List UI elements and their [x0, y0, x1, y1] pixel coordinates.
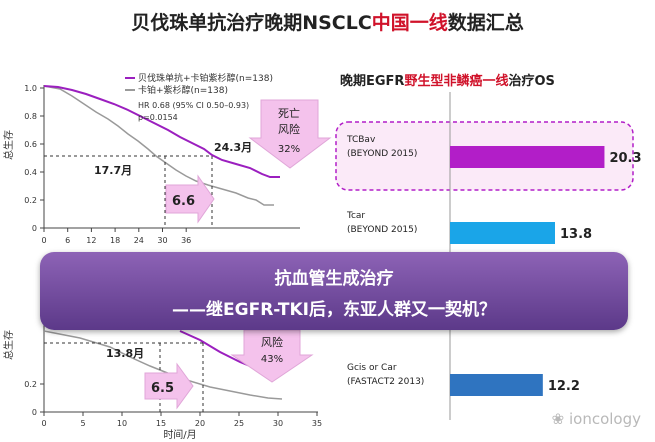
control-curve: [43, 85, 274, 206]
x-tick-label: 25: [234, 419, 244, 428]
p-value: p=0.0154: [138, 113, 178, 122]
x-tick-label: 5: [80, 419, 85, 428]
banner-line2: ——继EGFR-TKI后，东亚人群又一契机？: [172, 300, 496, 320]
y-tick-label: 0.6: [24, 140, 37, 149]
banner-line1: 抗血管生成治疗: [274, 269, 394, 289]
y-tick-label: 1.0: [24, 84, 37, 93]
risk-bottom-line1: 风险: [261, 335, 283, 349]
x-tick-label: 15: [156, 419, 166, 428]
x-tick-label: 20: [195, 419, 205, 428]
x-axis-label-bottom: 时间/月: [163, 428, 196, 441]
bar-0: [450, 146, 605, 168]
legend-treatment: 贝伐珠单抗+卡铂紫杉醇(n=138): [138, 72, 273, 84]
bar-category-line2: (BEYOND 2015): [347, 225, 417, 235]
gain-label: 6.6: [172, 194, 195, 209]
km-bottom-chart: 0 0.2 0 5 10 15 20 25 30 35 总生存 时间/月 13.8月 6.5 风…: [2, 325, 322, 441]
y-axis-label-bottom: 总生存: [2, 330, 15, 360]
bar-category-line1: Gcis or Car: [347, 363, 397, 373]
risk-line3: 32%: [278, 144, 300, 155]
x-tick-label: 0: [41, 236, 46, 245]
y-tick-label: 0.2: [24, 380, 37, 389]
bar-value-label: 13.8: [560, 227, 592, 242]
y-tick-label: 0.4: [24, 168, 37, 177]
x-tick-label: 30: [273, 419, 283, 428]
x-tick-label: 36: [181, 236, 191, 245]
bar-category-line2: (BEYOND 2015): [347, 149, 417, 159]
km-top-chart: 0 0.2 0.4 0.6 0.8 1.0 0 6 12 18 24 30 36 总生存 贝伐珠单抗+…: [2, 72, 332, 245]
y-tick-label: 0: [32, 408, 37, 417]
bar-value-label: 12.2: [548, 379, 580, 394]
x-tick-label: 10: [117, 419, 127, 428]
risk-bottom-line2: 43%: [261, 354, 283, 365]
risk-line1: 死亡: [278, 106, 300, 120]
gain-label-bottom: 6.5: [151, 381, 174, 396]
x-tick-label: 24: [134, 236, 144, 245]
median-control-label: 17.7月: [94, 164, 132, 177]
risk-line2: 风险: [278, 122, 300, 136]
page-title: 贝伐珠单抗治疗晚期NSCLC中国一线数据汇总: [131, 12, 524, 34]
x-tick-label: 0: [41, 419, 46, 428]
overlay-banner: 抗血管生成治疗 ——继EGFR-TKI后，东亚人群又一契机？: [40, 252, 628, 330]
x-tick-label: 18: [110, 236, 120, 245]
gain-arrow-bottom: [144, 362, 194, 410]
bar-value-label: 20.3: [609, 151, 641, 166]
y-tick-label: 0.8: [24, 112, 37, 121]
y-axis-label: 总生存: [2, 130, 15, 160]
bar-2: [450, 374, 543, 396]
x-tick-label: 30: [157, 236, 167, 245]
risk-arrow-bottom: [230, 329, 314, 383]
risk-arrow: [248, 99, 332, 169]
bar-category-line1: TCBav: [346, 135, 376, 145]
watermark: ❀ ioncology: [551, 410, 641, 428]
median-control-label-bottom: 13.8月: [106, 347, 144, 360]
gain-arrow: [165, 174, 215, 224]
legend-control: 卡铂+紫杉醇(n=138): [138, 84, 228, 96]
x-tick-label: 6: [65, 236, 70, 245]
bar-category-line2: (FASTACT2 2013): [347, 377, 424, 387]
treatment-curve: [43, 85, 280, 178]
y-tick-label: 0: [32, 224, 37, 233]
os-bar-chart: 20.3 TCBav (BEYOND 2015) 13.8 Tcar (BEYOND 20…: [335, 92, 642, 420]
right-chart-title: 晚期EGFR野生型非鳞癌一线治疗OS: [340, 74, 555, 89]
bar-1: [450, 222, 555, 244]
x-tick-label: 12: [86, 236, 96, 245]
bar-category-line1: Tcar: [346, 211, 365, 221]
y-tick-label: 0.2: [24, 196, 37, 205]
x-tick-label: 35: [312, 419, 322, 428]
median-treatment-label: 24.3月: [214, 141, 252, 154]
hr-text: HR 0.68 (95% CI 0.50–0.93): [138, 101, 249, 110]
